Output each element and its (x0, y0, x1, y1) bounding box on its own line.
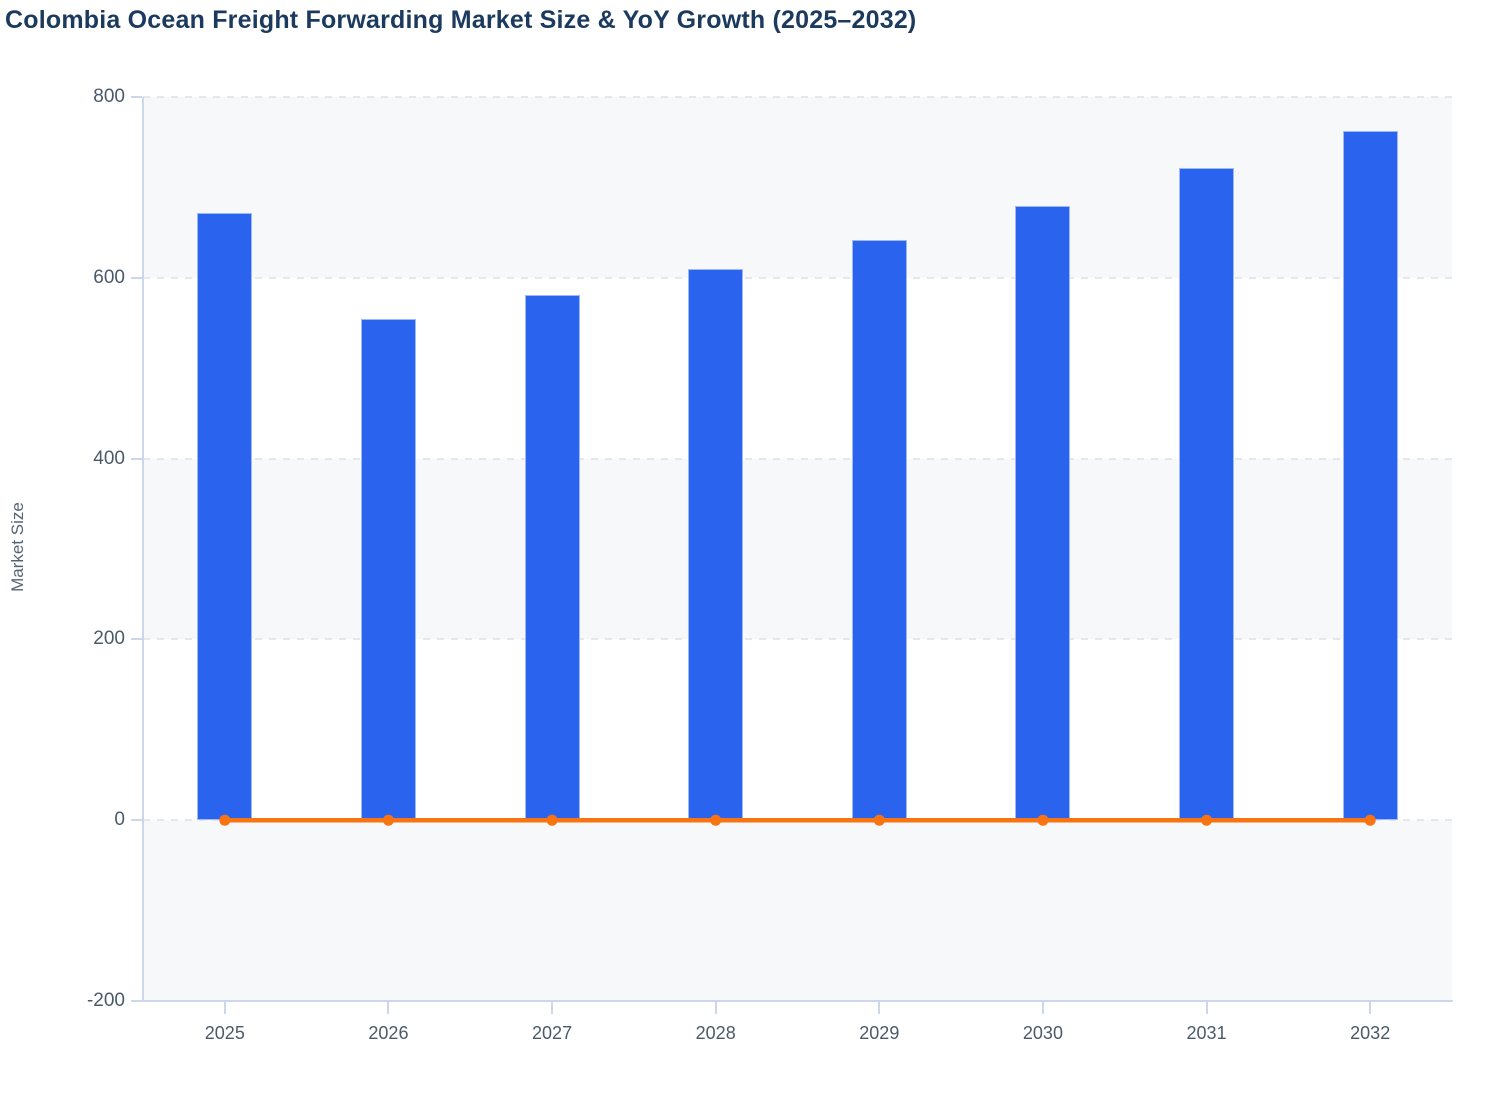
x-tick-label-2032: 2032 (1350, 1023, 1391, 1043)
x-tick-label-2025: 2025 (204, 1023, 245, 1043)
plot-band (143, 820, 1452, 1001)
x-tick-label-2028: 2028 (695, 1023, 736, 1043)
x-axis-line (142, 1000, 1453, 1002)
line-marker-2027[interactable] (546, 814, 558, 826)
line-marker-2026[interactable] (382, 814, 394, 826)
x-tick-label-2026: 2026 (368, 1023, 409, 1043)
x-tick-label-2030: 2030 (1022, 1023, 1063, 1043)
x-tick-mark (223, 1001, 226, 1014)
x-tick-label-2029: 2029 (859, 1023, 900, 1043)
y-tick-label: 800 (93, 86, 125, 107)
line-marker-2028[interactable] (710, 814, 722, 826)
gridline-y-400 (143, 457, 1452, 460)
gridline-y-600 (143, 276, 1452, 279)
x-tick-mark (1369, 1001, 1372, 1014)
chart-title: Colombia Ocean Freight Forwarding Market… (5, 6, 917, 34)
bar-2026[interactable] (360, 319, 416, 821)
bar-2027[interactable] (524, 294, 580, 821)
line-marker-2025[interactable] (219, 814, 231, 826)
bar-2031[interactable] (1179, 167, 1235, 821)
y-tick-label: -200 (86, 990, 125, 1011)
line-marker-2029[interactable] (873, 814, 885, 826)
line-marker-2031[interactable] (1201, 814, 1213, 826)
y-tick-mark (131, 1000, 142, 1002)
gridline-y-200 (143, 638, 1452, 641)
x-tick-mark (387, 1001, 390, 1014)
x-tick-mark (714, 1001, 717, 1014)
bar-2028[interactable] (688, 268, 744, 821)
x-tick-mark (1205, 1001, 1208, 1014)
y-tick-mark (131, 96, 142, 98)
y-tick-label: 600 (93, 266, 125, 288)
y-tick-mark (131, 819, 142, 822)
y-tick-mark (131, 457, 142, 460)
y-tick-mark (131, 638, 142, 641)
y-axis-title: Market Size (8, 502, 27, 592)
y-tick-mark (131, 276, 142, 279)
bar-2025[interactable] (197, 212, 253, 821)
y-axis-line (142, 97, 144, 1001)
x-tick-mark (1041, 1001, 1044, 1014)
line-marker-2032[interactable] (1364, 814, 1376, 826)
y-tick-label: 0 (114, 809, 125, 831)
bar-2030[interactable] (1015, 206, 1071, 821)
line-marker-2030[interactable] (1037, 814, 1049, 826)
y-tick-label: 400 (93, 447, 125, 469)
yoy-growth-line-layer (219, 814, 1376, 826)
x-tick-mark (551, 1001, 554, 1014)
x-tick-label-2027: 2027 (532, 1023, 573, 1043)
x-tick-label-2031: 2031 (1186, 1023, 1227, 1043)
gridline-y-800 (143, 96, 1452, 98)
bar-2029[interactable] (851, 239, 907, 821)
y-tick-label: 200 (93, 628, 125, 650)
plot-area: 800 600 400 200 0 -200 2025 2026 2027 2028 2029 203… (87, 86, 1453, 1043)
bar-2032[interactable] (1342, 131, 1398, 821)
x-tick-mark (878, 1001, 881, 1014)
